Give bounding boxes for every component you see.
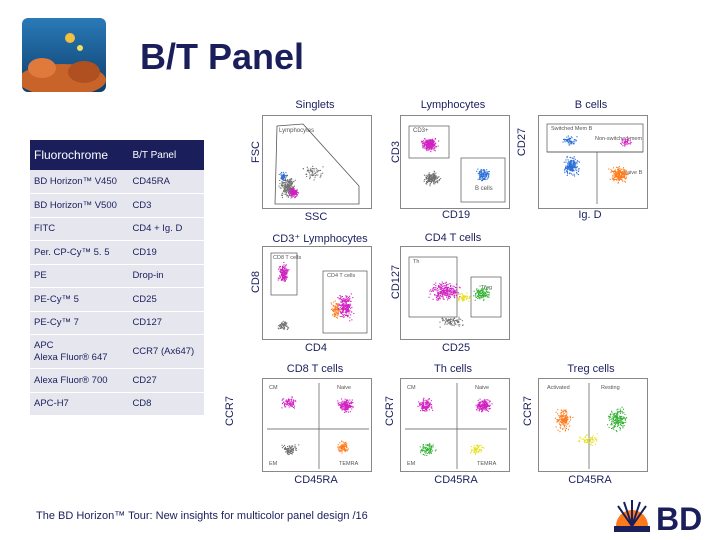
- panel-table: Fluorochrome B/T Panel BD Horizon™ V450 C…: [30, 140, 204, 416]
- marker-cell: CD127: [128, 311, 204, 335]
- marker-cell: CD27: [128, 368, 204, 393]
- fluorochrome-cell: Per. CP-Cy™ 5. 5: [30, 240, 129, 265]
- table-row: APC-H7 CD8: [30, 392, 204, 416]
- table-row: Alexa Fluor® 700 CD27: [30, 368, 204, 393]
- marker-cell: Drop-in: [128, 264, 204, 288]
- gate-label-th-cm: CM: [407, 385, 416, 391]
- gate-label-naive: Naive: [337, 385, 351, 391]
- axis-y-ccr7-2: CCR7: [384, 396, 396, 426]
- gate-label-temra: TEMRA: [339, 461, 359, 467]
- axis-y-ccr7-3: CCR7: [522, 396, 534, 426]
- plot-title-lymphocytes: Lymphocytes: [420, 99, 486, 111]
- fluorochrome-cell: APC-H7: [30, 392, 129, 416]
- fluorochrome-cell: PE-Cy™ 7: [30, 311, 129, 335]
- axis-y-cd127: CD127: [390, 264, 402, 300]
- page-title: B/T Panel: [140, 36, 305, 77]
- plot-singlets: Lymphocytes: [262, 115, 372, 209]
- gate-label-activated: Activated: [547, 385, 570, 391]
- plot-cd8t: CM Naive EM TEMRA: [262, 378, 372, 472]
- marker-cell: CD19: [128, 240, 204, 265]
- gate-label-th-naive: Naive: [475, 385, 489, 391]
- table-header-fluorochrome: Fluorochrome: [30, 140, 129, 170]
- axis-x-cd45ra-1: CD45RA: [294, 474, 338, 486]
- axis-x-cd45ra-2: CD45RA: [434, 474, 478, 486]
- coral-reef-photo-icon: [22, 18, 106, 92]
- fluorochrome-cell: APC Alexa Fluor® 647: [30, 334, 129, 369]
- fluorochrome-cell: BD Horizon™ V500: [30, 193, 129, 218]
- fluorochrome-cell: PE-Cy™ 5: [30, 287, 129, 312]
- axis-y-cd27: CD27: [516, 127, 528, 157]
- table-row: PE Drop-in: [30, 264, 204, 288]
- fluorochrome-cell: FITC: [30, 217, 129, 241]
- gate-label-nonswitched: Non-switched mem: [595, 136, 642, 142]
- plot-title-bcells: B cells: [574, 99, 608, 111]
- gate-label-b-cells: B cells: [475, 186, 493, 192]
- axis-x-cd4: CD4: [304, 342, 327, 354]
- axis-y-ccr7-1: CCR7: [224, 396, 236, 426]
- plot-th: CM Naive EM TEMRA: [400, 378, 510, 472]
- fluorochrome-cell: PE: [30, 264, 129, 288]
- plot-lymphocytes: CD3+ B cells: [400, 115, 510, 209]
- axis-y-fsc: FSC: [250, 141, 262, 163]
- marker-cell: CCR7 (Ax647): [128, 334, 204, 369]
- table-row: APC Alexa Fluor® 647 CCR7 (Ax647): [30, 334, 204, 369]
- plot-title-cd4-tcells: CD4 T cells: [424, 232, 482, 244]
- marker-cell: CD45RA: [128, 170, 204, 194]
- table-row: BD Horizon™ V500 CD3: [30, 193, 204, 218]
- axis-x-cd19: CD19: [441, 209, 471, 221]
- table-row: Per. CP-Cy™ 5. 5 CD19: [30, 240, 204, 265]
- plot-title-singlets: Singlets: [295, 99, 335, 111]
- marker-cell: CD4 + Ig. D: [128, 217, 204, 241]
- bd-sunburst-logo-icon: BD: [614, 500, 702, 537]
- table-header-panel: B/T Panel: [128, 140, 204, 170]
- axis-x-igd: Ig. D: [578, 209, 602, 221]
- axis-y-cd3: CD3: [390, 141, 402, 164]
- gate-label-cd8t: CD8 T cells: [273, 255, 301, 261]
- table-row: PE-Cy™ 5 CD25: [30, 287, 204, 312]
- gate-label-th-em: EM: [407, 461, 416, 467]
- plot-cd4: Th Treg: [400, 246, 510, 340]
- plot-bcells: Switched Mem B Non-switched mem Naive B: [538, 115, 648, 209]
- fluorochrome-cell: BD Horizon™ V450: [30, 170, 129, 194]
- gate-label-th-temra: TEMRA: [477, 461, 497, 467]
- plot-cd3: CD8 T cells CD4 T cells: [262, 246, 372, 340]
- bd-logo: BD: [610, 496, 716, 537]
- fluorochrome-cell: Alexa Fluor® 700: [30, 368, 129, 393]
- gate-label-switched: Switched Mem B: [551, 126, 593, 132]
- gate-label-em: EM: [269, 461, 278, 467]
- table-row: FITC CD4 + Ig. D: [30, 217, 204, 241]
- gate-label-cd3: CD3+: [413, 128, 429, 134]
- plot-title-treg: Treg cells: [567, 363, 615, 375]
- gate-label-th: Th: [413, 259, 419, 265]
- plot-title-cd8t: CD8 T cells: [286, 363, 344, 375]
- marker-cell: CD25: [128, 287, 204, 312]
- gate-label-cd4t: CD4 T cells: [327, 273, 355, 279]
- plot-title-cd3-lymphocytes: CD3⁺ Lymphocytes: [272, 233, 368, 245]
- axis-x-cd25: CD25: [441, 342, 471, 354]
- table-row: BD Horizon™ V450 CD45RA: [30, 170, 204, 194]
- table-row: PE-Cy™ 7 CD127: [30, 311, 204, 335]
- table-header-row: Fluorochrome B/T Panel: [30, 140, 204, 170]
- footer-text: The BD Horizon™ Tour: New insights for m…: [36, 510, 368, 522]
- axis-x-ssc: SSC: [304, 211, 328, 223]
- svg-text:BD: BD: [656, 501, 702, 536]
- axis-x-cd45ra-3: CD45RA: [568, 474, 612, 486]
- axis-y-cd8: CD8: [250, 271, 262, 294]
- gate-label-resting: Resting: [601, 385, 620, 391]
- plot-treg: Activated Resting: [538, 378, 648, 472]
- gate-label-cm: CM: [269, 385, 278, 391]
- marker-cell: CD8: [128, 392, 204, 416]
- gate-label-lymphocytes: Lymphocytes: [279, 128, 314, 134]
- plot-title-th: Th cells: [434, 363, 472, 375]
- marker-cell: CD3: [128, 193, 204, 218]
- gate-label-naive-b: Naive B: [623, 170, 643, 176]
